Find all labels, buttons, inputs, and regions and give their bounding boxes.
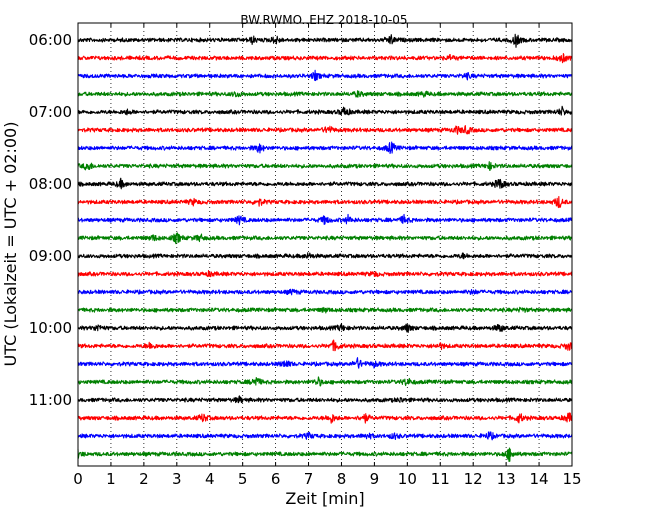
trace-line xyxy=(77,357,573,369)
trace-line xyxy=(77,395,573,404)
trace-line xyxy=(77,270,573,278)
trace-line xyxy=(77,177,573,190)
trace-line xyxy=(77,288,573,296)
x-tick-label: 14 xyxy=(530,470,549,488)
trace-line xyxy=(77,69,573,82)
chart-title: BW.RWMO..EHZ 2018-10-05 xyxy=(240,13,407,27)
trace-line xyxy=(77,141,573,155)
x-tick-label: 2 xyxy=(139,470,149,488)
y-axis-label: UTC (Lokalzeit = UTC + 02:00) xyxy=(1,122,20,367)
trace-line xyxy=(77,339,573,352)
x-axis-ticks: 0 1 2 3 4 5 6 7 8 9 10 11 12 13 14 15 xyxy=(73,23,582,488)
trace-line xyxy=(77,252,573,260)
x-tick-label: 0 xyxy=(73,470,83,488)
x-tick-label: 10 xyxy=(398,470,417,488)
x-tick-label: 15 xyxy=(562,470,581,488)
y-tick-label: 06:00 xyxy=(29,31,72,49)
trace-line xyxy=(77,213,573,226)
traces xyxy=(77,33,573,462)
plot-frame xyxy=(77,22,573,467)
x-tick-label: 7 xyxy=(304,470,314,488)
x-tick-label: 13 xyxy=(497,470,516,488)
x-tick-label: 3 xyxy=(172,470,182,488)
trace-line xyxy=(77,376,573,387)
trace-line xyxy=(77,53,573,64)
x-tick-label: 8 xyxy=(337,470,347,488)
trace-line xyxy=(77,322,573,333)
trace-line xyxy=(77,33,573,48)
x-tick-label: 6 xyxy=(271,470,281,488)
x-axis-label: Zeit [min] xyxy=(285,489,364,508)
x-tick-label: 4 xyxy=(205,470,215,488)
y-tick-label: 09:00 xyxy=(29,247,72,265)
trace-line xyxy=(77,195,573,209)
x-tick-label: 9 xyxy=(370,470,380,488)
trace-line xyxy=(77,161,573,171)
y-tick-label: 11:00 xyxy=(29,391,72,409)
y-tick-label: 07:00 xyxy=(29,103,72,121)
trace-line xyxy=(77,105,573,116)
trace-line xyxy=(77,232,573,245)
trace-line xyxy=(77,306,573,314)
trace-line xyxy=(77,412,573,424)
trace-line xyxy=(77,431,573,441)
x-tick-label: 11 xyxy=(431,470,450,488)
y-tick-label: 08:00 xyxy=(29,175,72,193)
y-tick-label: 10:00 xyxy=(29,319,72,337)
trace-line xyxy=(77,90,573,98)
trace-line xyxy=(77,125,573,135)
x-tick-label: 5 xyxy=(238,470,248,488)
x-tick-label: 12 xyxy=(464,470,483,488)
trace-line xyxy=(77,447,573,462)
y-axis-ticks: 06:00 07:00 08:00 09:00 10:00 11:00 xyxy=(29,31,572,409)
x-tick-label: 1 xyxy=(106,470,116,488)
